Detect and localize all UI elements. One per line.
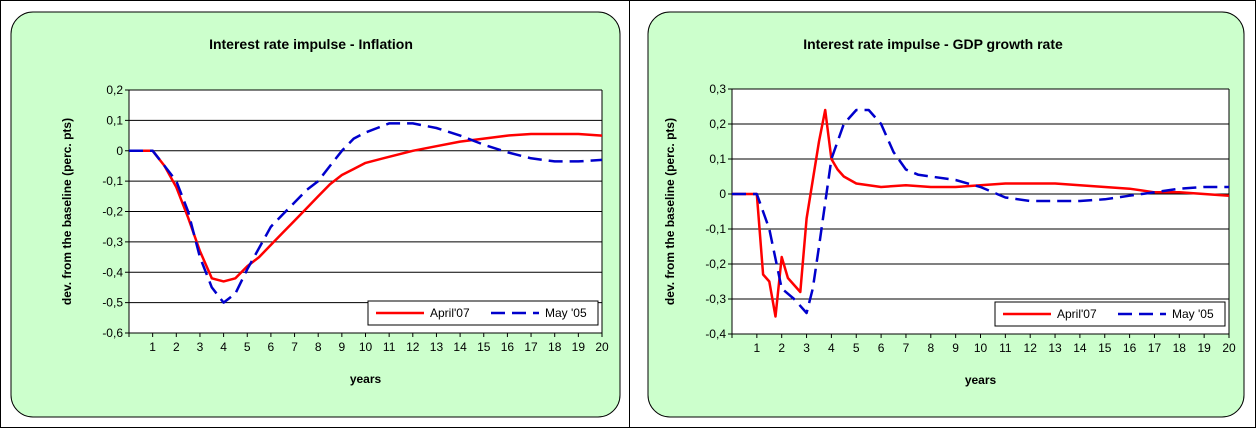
x-tick-label: 11 [383, 340, 396, 354]
x-tick-label: 4 [828, 341, 835, 355]
x-tick-label: 14 [1073, 341, 1087, 355]
y-tick-label: 0,2 [709, 117, 726, 131]
x-tick-label: 19 [572, 340, 586, 354]
inflation-chart: Interest rate impulse - Inflation 0,2 0,1 0… [10, 11, 621, 418]
x-tick-label: 16 [1123, 341, 1137, 355]
x-tick-label: 3 [197, 340, 204, 354]
y-tick-label: -0,2 [102, 205, 123, 219]
x-tick-label: 18 [548, 340, 562, 354]
x-tick-label: 15 [477, 340, 491, 354]
y-tick-label: -0,5 [102, 296, 123, 310]
y-tick-label: 0,1 [709, 152, 726, 166]
y-tick-label: 0 [116, 144, 123, 158]
legend-label: April'07 [430, 306, 470, 320]
x-tick-label: 11 [999, 341, 1012, 355]
x-tick-label: 10 [359, 340, 373, 354]
x-tick-label: 2 [173, 340, 180, 354]
y-axis-title: dev. from the baseline (perc. pts) [60, 118, 74, 305]
legend-label: May '05 [1172, 307, 1214, 321]
x-tick-label: 20 [595, 340, 609, 354]
x-tick-label: 13 [1048, 341, 1062, 355]
chart-cell-gdp: Interest rate impulse - GDP growth rate 0… [629, 0, 1256, 428]
x-tick-label: 9 [339, 340, 346, 354]
y-tick-label: -0,3 [102, 235, 123, 249]
y-tick-label: -0,2 [705, 257, 726, 271]
x-tick-label: 14 [453, 340, 467, 354]
x-tick-label: 6 [268, 340, 275, 354]
x-tick-label: 15 [1098, 341, 1112, 355]
x-axis-title: years [965, 373, 997, 387]
x-tick-label: 19 [1197, 341, 1211, 355]
x-tick-label: 12 [1024, 341, 1038, 355]
series-line-april07 [732, 108, 1230, 318]
x-tick-label: 8 [927, 341, 934, 355]
legend-label: May '05 [545, 306, 587, 320]
y-tick-label: -0,4 [102, 265, 123, 279]
y-tick-label: -0,3 [705, 292, 726, 306]
x-tick-label: 17 [1148, 341, 1162, 355]
x-tick-label: 10 [974, 341, 988, 355]
x-tick-label: 17 [524, 340, 538, 354]
y-tick-label: 0,2 [106, 83, 123, 97]
x-tick-label: 20 [1222, 341, 1236, 355]
x-tick-label: 18 [1173, 341, 1187, 355]
x-tick-label: 13 [430, 340, 444, 354]
y-tick-label: 0,3 [709, 82, 726, 96]
x-tick-label: 16 [501, 340, 515, 354]
x-tick-label: 7 [903, 341, 910, 355]
x-tick-label: 4 [220, 340, 227, 354]
legend-label: April'07 [1057, 307, 1097, 321]
plot-area [732, 89, 1229, 334]
x-axis-title: years [350, 372, 382, 386]
y-tick-label: -0,4 [705, 327, 726, 341]
x-tick-label: 5 [244, 340, 251, 354]
x-tick-label: 3 [803, 341, 810, 355]
x-tick-label: 1 [149, 340, 156, 354]
x-tick-label: 8 [315, 340, 322, 354]
y-axis-title: dev. from the baseline (perc. pts) [663, 118, 677, 305]
x-tick-label: 5 [853, 341, 860, 355]
x-tick-label: 12 [406, 340, 420, 354]
chart-title: Interest rate impulse - Inflation [209, 36, 413, 52]
y-tick-label: -0,1 [705, 222, 726, 236]
x-tick-label: 6 [878, 341, 885, 355]
x-tick-label: 2 [778, 341, 785, 355]
chart-title: Interest rate impulse - GDP growth rate [803, 36, 1063, 52]
chart-cell-inflation: Interest rate impulse - Inflation 0,2 0,1 0… [0, 0, 630, 428]
y-tick-label: 0 [719, 187, 726, 201]
series-line-may05 [732, 108, 1229, 315]
x-tick-label: 7 [291, 340, 298, 354]
x-tick-label: 1 [754, 341, 761, 355]
y-tick-label: 0,1 [106, 113, 123, 127]
y-tick-label: -0,6 [102, 326, 123, 340]
x-tick-label: 9 [952, 341, 959, 355]
series-line-may05 [129, 122, 603, 304]
gdp-chart: Interest rate impulse - GDP growth rate 0… [647, 11, 1245, 418]
y-tick-label: -0,1 [102, 174, 123, 188]
